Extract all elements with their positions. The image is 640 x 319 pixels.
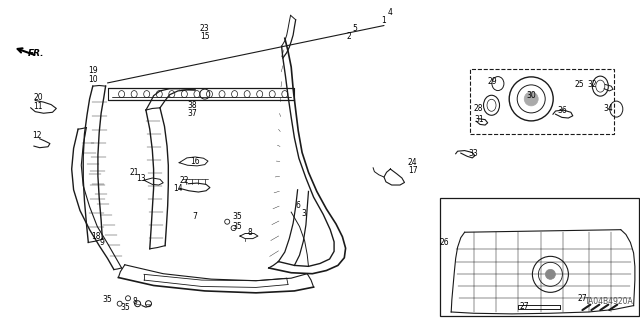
Text: 38: 38 <box>187 101 197 110</box>
Text: 4: 4 <box>388 8 393 17</box>
Text: 14: 14 <box>173 184 183 193</box>
Text: 29: 29 <box>488 77 498 86</box>
Text: 35: 35 <box>120 303 130 312</box>
Text: 27: 27 <box>577 294 588 303</box>
Circle shape <box>545 269 556 279</box>
Text: 36: 36 <box>557 106 567 115</box>
Text: 8: 8 <box>247 228 252 237</box>
Text: 11: 11 <box>34 102 43 111</box>
Text: 25: 25 <box>574 80 584 89</box>
Text: 35: 35 <box>232 222 242 231</box>
Text: 20: 20 <box>33 93 44 102</box>
Text: 31: 31 <box>474 115 484 124</box>
FancyBboxPatch shape <box>470 69 614 134</box>
Text: 10: 10 <box>88 75 98 84</box>
Text: 12: 12 <box>33 131 42 140</box>
Text: 34: 34 <box>603 104 613 113</box>
Text: 1: 1 <box>381 16 387 25</box>
Text: 9: 9 <box>100 238 105 247</box>
Text: 15: 15 <box>200 32 210 41</box>
Text: 27: 27 <box>520 302 530 311</box>
Text: 2: 2 <box>346 32 351 41</box>
Circle shape <box>524 92 538 106</box>
Text: 24: 24 <box>408 158 418 167</box>
Text: 16: 16 <box>190 157 200 166</box>
Text: 18: 18 <box>92 232 100 241</box>
Text: 28: 28 <box>474 104 483 113</box>
Text: 23: 23 <box>200 24 210 33</box>
Text: 7: 7 <box>193 212 198 221</box>
Text: FR.: FR. <box>28 49 44 58</box>
Text: 3: 3 <box>301 209 307 218</box>
Text: 21: 21 <box>130 168 139 177</box>
Text: 22: 22 <box>180 176 189 185</box>
Text: 37: 37 <box>187 109 197 118</box>
Text: 13: 13 <box>136 174 146 183</box>
Text: 33: 33 <box>468 149 479 158</box>
Text: 8: 8 <box>132 297 137 306</box>
Text: 5: 5 <box>353 24 358 33</box>
Text: 35: 35 <box>102 295 113 304</box>
Text: 6: 6 <box>295 201 300 210</box>
Text: 19: 19 <box>88 66 98 75</box>
Text: 35: 35 <box>232 212 242 221</box>
Text: 30: 30 <box>526 91 536 100</box>
FancyBboxPatch shape <box>440 198 639 316</box>
Text: 32: 32 <box>587 80 597 89</box>
Text: TA04B4920A: TA04B4920A <box>585 297 634 306</box>
Text: 17: 17 <box>408 166 418 175</box>
Text: 26: 26 <box>440 238 450 247</box>
